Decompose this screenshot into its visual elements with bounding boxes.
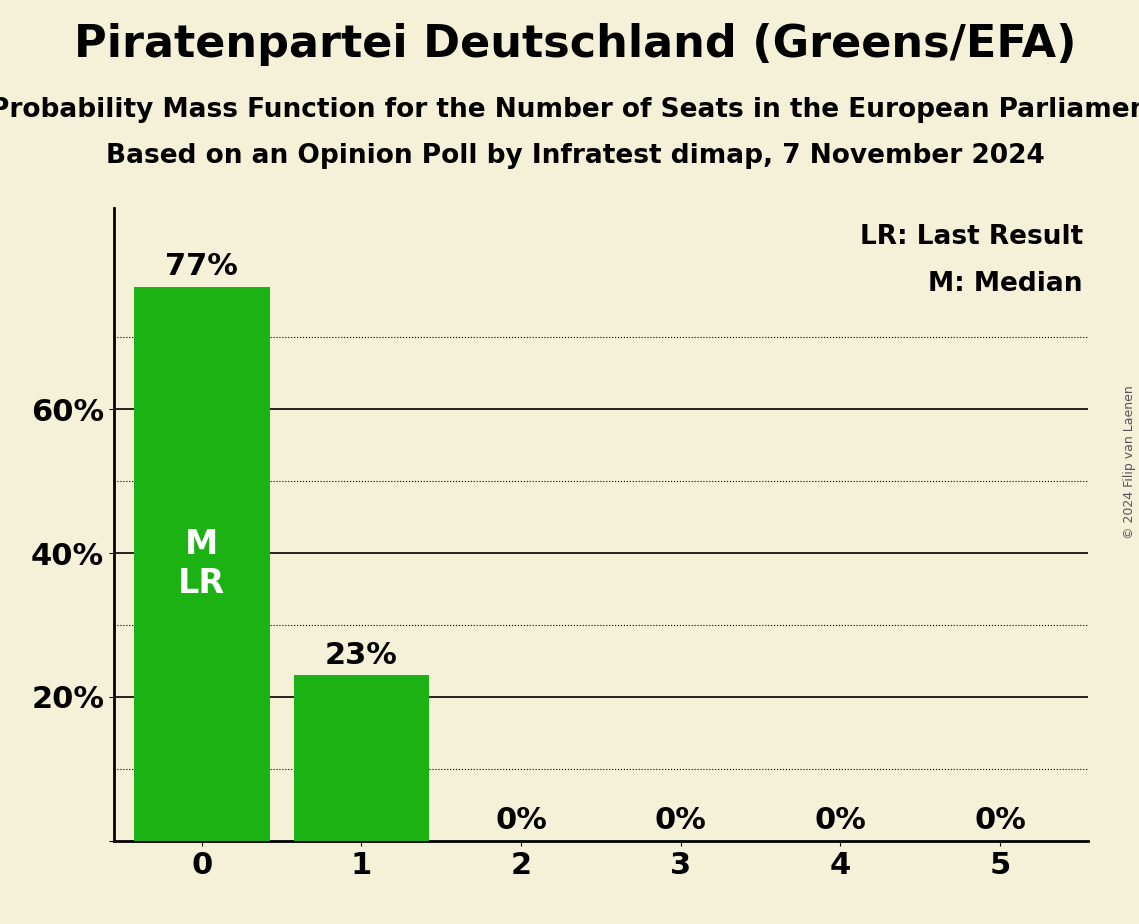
Text: Piratenpartei Deutschland (Greens/EFA): Piratenpartei Deutschland (Greens/EFA)	[74, 23, 1076, 67]
Text: LR: Last Result: LR: Last Result	[860, 224, 1083, 249]
Bar	[294, 675, 429, 841]
Text: M: Median: M: Median	[928, 272, 1083, 298]
Text: 77%: 77%	[165, 252, 238, 281]
Bar	[134, 287, 270, 841]
Text: M
LR: M LR	[178, 529, 226, 600]
Text: Probability Mass Function for the Number of Seats in the European Parliament: Probability Mass Function for the Number…	[0, 97, 1139, 123]
Text: 0%: 0%	[495, 806, 547, 835]
Text: © 2024 Filip van Laenen: © 2024 Filip van Laenen	[1123, 385, 1137, 539]
Text: 0%: 0%	[655, 806, 706, 835]
Text: 0%: 0%	[814, 806, 867, 835]
Text: 0%: 0%	[974, 806, 1026, 835]
Text: 23%: 23%	[325, 640, 398, 670]
Text: Based on an Opinion Poll by Infratest dimap, 7 November 2024: Based on an Opinion Poll by Infratest di…	[106, 143, 1044, 169]
